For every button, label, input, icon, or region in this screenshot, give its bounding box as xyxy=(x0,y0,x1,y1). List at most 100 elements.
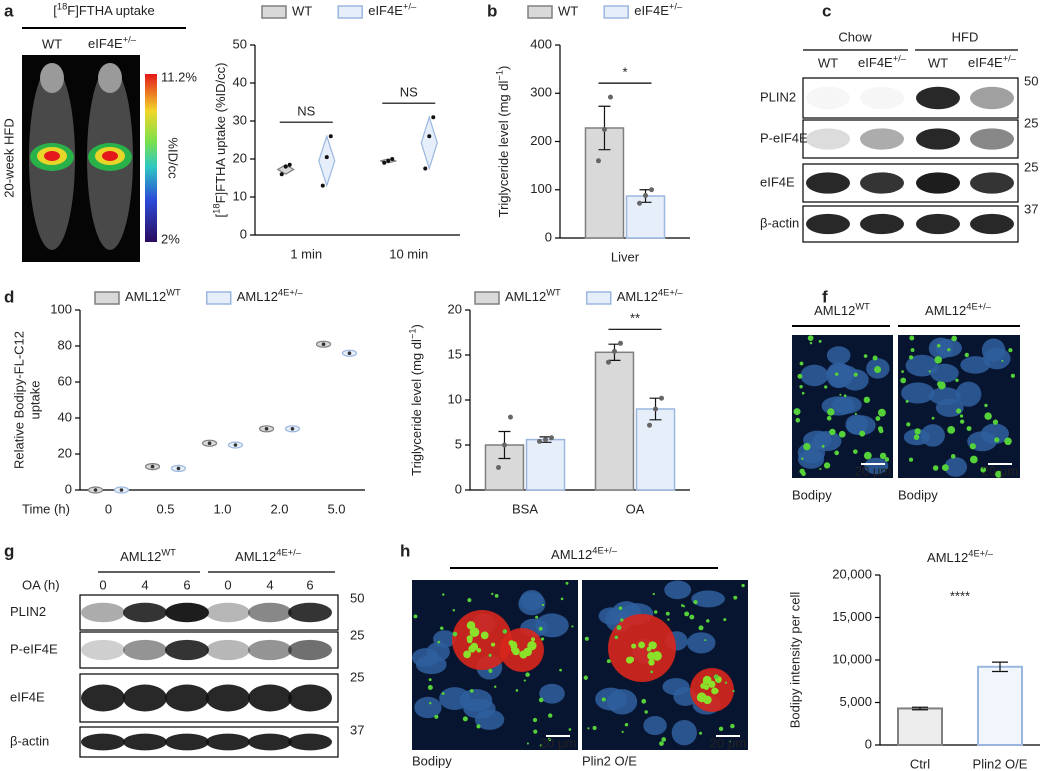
lipid-droplet xyxy=(984,412,992,420)
y-tick-label: 20 xyxy=(448,301,462,316)
lipid-droplet xyxy=(931,416,935,420)
legend-label: eIF4E+/– xyxy=(368,2,417,19)
lane-label: 6 xyxy=(183,577,190,592)
y-tick-label: 20 xyxy=(233,150,247,165)
y-tick-label: 0 xyxy=(455,481,462,496)
band xyxy=(916,172,960,194)
band xyxy=(916,213,960,235)
lipid-droplet xyxy=(494,593,499,598)
lipid-droplet xyxy=(793,408,801,416)
lipid-droplet xyxy=(877,408,886,417)
data-point xyxy=(507,414,513,420)
lipid-droplet xyxy=(628,656,635,663)
panel-letter: h xyxy=(400,541,410,560)
lipid-droplet xyxy=(801,457,804,460)
y-tick-label: 80 xyxy=(58,337,72,352)
superscript: 4E+/– xyxy=(966,302,991,312)
y-tick-label: 5 xyxy=(455,436,462,451)
lipid-droplet xyxy=(491,592,494,596)
violin xyxy=(318,134,336,188)
lipid-droplet xyxy=(621,730,624,734)
group-label: AML124E+/– xyxy=(235,548,302,565)
lipid-droplet xyxy=(530,637,536,642)
lipid-droplet xyxy=(708,680,716,688)
lipid-droplet xyxy=(532,717,538,723)
lipid-droplet xyxy=(491,642,496,647)
lipid-droplet xyxy=(969,443,976,450)
lipid-droplet xyxy=(606,659,611,664)
nucleus xyxy=(845,414,868,435)
lipid-droplet xyxy=(947,348,951,352)
marker-label: 25 xyxy=(1024,159,1038,174)
band xyxy=(206,639,250,661)
band xyxy=(970,172,1014,194)
lipid-droplet xyxy=(463,650,471,659)
lipid-droplet xyxy=(667,618,670,621)
band xyxy=(916,86,960,110)
row-label: eIF4E xyxy=(760,174,795,189)
lipid-droplet xyxy=(884,457,890,462)
data-point xyxy=(611,348,617,354)
y-tick-label: 300 xyxy=(530,85,552,100)
data-point xyxy=(119,488,124,492)
panel-letter: c xyxy=(822,1,831,20)
lipid-droplet xyxy=(826,415,832,421)
lipid-droplet xyxy=(823,462,831,469)
scale-bar-label: 20 μm xyxy=(855,463,891,478)
superscript: −1 xyxy=(408,328,418,339)
lipid-droplet xyxy=(541,603,545,607)
y-axis-title: Relative Bodipy-FL-C12 xyxy=(11,331,26,469)
band xyxy=(206,684,250,712)
lipid-droplet xyxy=(428,678,432,682)
y-tick-label: 200 xyxy=(530,133,552,148)
y-axis-title: Triglyceride level (mg dl−1) xyxy=(408,324,425,476)
lipid-droplet xyxy=(863,354,868,358)
marker-label: 25 xyxy=(350,627,364,642)
nucleus xyxy=(797,449,825,469)
y-tick-label: 0 xyxy=(65,481,72,496)
superscript: +/– xyxy=(1003,54,1017,64)
text-part: Triglyceride level (mg dl xyxy=(496,80,511,217)
lipid-droplet xyxy=(906,422,911,427)
lipid-droplet xyxy=(843,394,847,398)
lipid-droplet xyxy=(703,684,710,690)
text-part: AML12 xyxy=(814,303,855,318)
head xyxy=(40,63,64,93)
significance-label: NS xyxy=(297,104,315,119)
superscript: 18 xyxy=(57,2,67,12)
group-label: AML12WT xyxy=(814,302,870,319)
lipid-droplet xyxy=(853,449,858,454)
lipid-droplet xyxy=(713,674,719,680)
superscript: WT xyxy=(166,288,181,298)
lipid-droplet xyxy=(854,412,857,416)
lipid-droplet xyxy=(434,714,439,719)
text-part: F]FTHA uptake xyxy=(67,3,154,18)
y-tick-label: 50 xyxy=(233,36,247,51)
superscript: +/– xyxy=(669,2,683,12)
lipid-droplet xyxy=(879,452,887,460)
group-label: AML124E+/– xyxy=(925,302,992,319)
lipid-droplet xyxy=(592,725,597,730)
data-point xyxy=(643,193,649,199)
legend-label: AML12WT xyxy=(125,288,181,305)
lane-label: 4 xyxy=(141,577,148,592)
lipid-droplet xyxy=(452,609,456,612)
lipid-droplet xyxy=(908,355,914,360)
data-point xyxy=(324,155,329,160)
text-part: AML12 xyxy=(120,549,161,564)
legend-label: eIF4E+/– xyxy=(634,2,683,19)
x-tick-label: BSA xyxy=(512,501,538,516)
marker-label: 37 xyxy=(1024,201,1038,216)
lipid-droplet xyxy=(441,692,445,695)
x-tick-label: Plin2 O/E xyxy=(973,756,1028,771)
data-point xyxy=(93,488,98,492)
lipid-droplet xyxy=(540,637,545,641)
text-part: AML12 xyxy=(927,550,968,565)
nucleus xyxy=(901,382,935,404)
nucleus xyxy=(664,580,692,600)
significance-label: ** xyxy=(630,311,640,326)
data-point xyxy=(290,427,295,431)
scale-bar-label: 20 μm xyxy=(710,735,746,750)
legend-swatch xyxy=(585,291,612,305)
